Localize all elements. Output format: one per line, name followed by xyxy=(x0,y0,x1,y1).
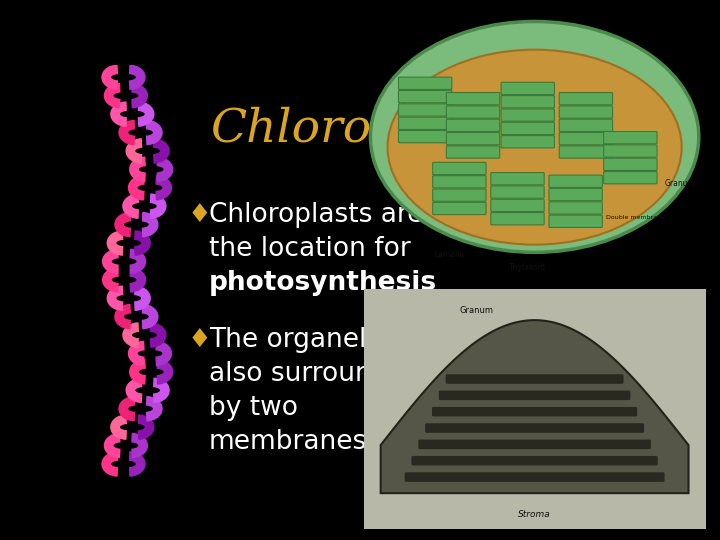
FancyBboxPatch shape xyxy=(549,215,603,227)
FancyBboxPatch shape xyxy=(559,119,613,132)
FancyBboxPatch shape xyxy=(432,407,637,416)
FancyBboxPatch shape xyxy=(405,472,665,482)
FancyBboxPatch shape xyxy=(549,175,603,187)
Text: ♦: ♦ xyxy=(188,327,211,353)
FancyBboxPatch shape xyxy=(412,456,658,465)
FancyBboxPatch shape xyxy=(433,202,486,214)
FancyBboxPatch shape xyxy=(446,132,500,145)
FancyBboxPatch shape xyxy=(433,176,486,188)
FancyBboxPatch shape xyxy=(398,131,452,143)
FancyBboxPatch shape xyxy=(603,132,657,144)
Text: Chloroplast: Chloroplast xyxy=(210,106,488,152)
FancyBboxPatch shape xyxy=(398,77,452,90)
FancyBboxPatch shape xyxy=(549,188,603,201)
FancyBboxPatch shape xyxy=(501,96,554,108)
FancyBboxPatch shape xyxy=(491,186,544,198)
FancyBboxPatch shape xyxy=(398,104,452,116)
Ellipse shape xyxy=(387,50,682,245)
Text: Lamella: Lamella xyxy=(434,251,464,259)
FancyBboxPatch shape xyxy=(418,440,651,449)
Text: photosynthesis: photosynthesis xyxy=(209,270,437,296)
FancyBboxPatch shape xyxy=(491,213,544,225)
Text: ♦: ♦ xyxy=(188,202,211,228)
Text: by two: by two xyxy=(209,395,298,421)
Text: membranes: membranes xyxy=(209,429,367,455)
Text: Stroma: Stroma xyxy=(518,510,551,519)
Polygon shape xyxy=(381,320,688,493)
Text: the location for: the location for xyxy=(209,236,410,262)
FancyBboxPatch shape xyxy=(501,109,554,122)
FancyBboxPatch shape xyxy=(549,202,603,214)
Ellipse shape xyxy=(371,22,698,252)
FancyBboxPatch shape xyxy=(603,158,657,171)
Text: also surrounded: also surrounded xyxy=(209,361,421,387)
FancyBboxPatch shape xyxy=(559,106,613,118)
FancyBboxPatch shape xyxy=(433,163,486,174)
FancyBboxPatch shape xyxy=(446,146,500,158)
FancyBboxPatch shape xyxy=(501,136,554,148)
FancyBboxPatch shape xyxy=(398,91,452,103)
Text: The organelle is: The organelle is xyxy=(209,327,419,353)
Text: Thylakoid: Thylakoid xyxy=(509,264,546,272)
FancyBboxPatch shape xyxy=(446,374,624,384)
Text: Granum: Granum xyxy=(459,306,493,315)
FancyBboxPatch shape xyxy=(491,199,544,212)
FancyBboxPatch shape xyxy=(559,92,613,105)
FancyBboxPatch shape xyxy=(446,119,500,132)
FancyBboxPatch shape xyxy=(603,145,657,157)
Text: Granum: Granum xyxy=(665,179,696,187)
FancyBboxPatch shape xyxy=(501,82,554,94)
FancyBboxPatch shape xyxy=(446,92,500,105)
Text: Double membrane: Double membrane xyxy=(606,215,665,220)
Text: Chloroplasts are: Chloroplasts are xyxy=(209,202,423,228)
FancyBboxPatch shape xyxy=(501,122,554,134)
FancyBboxPatch shape xyxy=(491,173,544,185)
FancyBboxPatch shape xyxy=(559,132,613,145)
FancyBboxPatch shape xyxy=(559,146,613,158)
FancyBboxPatch shape xyxy=(433,189,486,201)
FancyBboxPatch shape xyxy=(398,117,452,130)
FancyBboxPatch shape xyxy=(446,106,500,118)
FancyBboxPatch shape xyxy=(603,172,657,184)
FancyBboxPatch shape xyxy=(439,390,631,400)
FancyBboxPatch shape xyxy=(425,423,644,433)
